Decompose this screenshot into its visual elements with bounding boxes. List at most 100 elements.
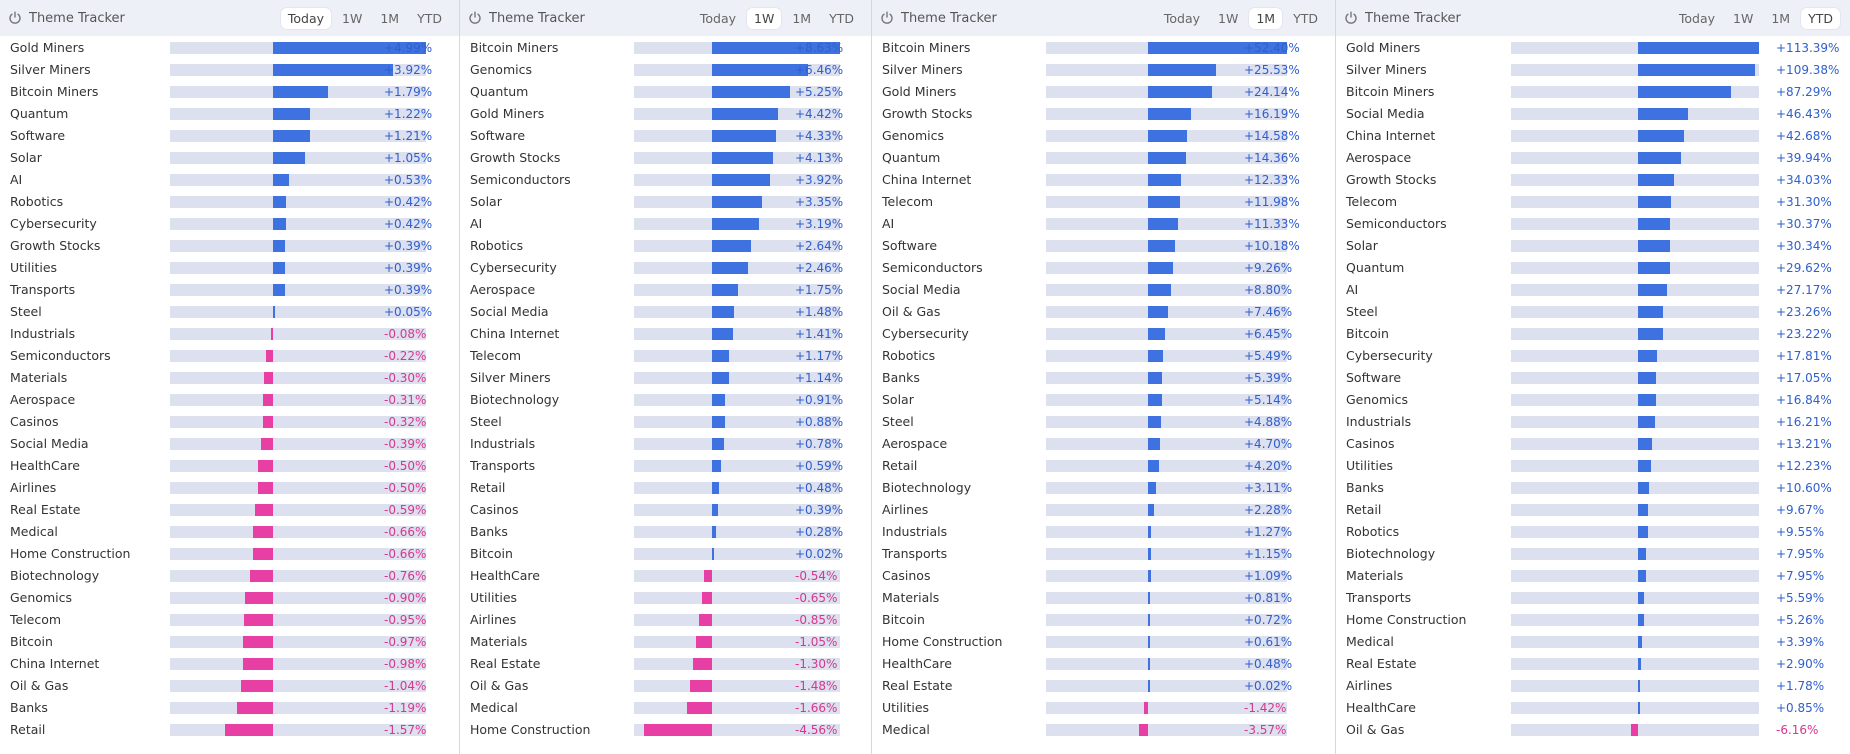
theme-row[interactable]: Airlines -0.85% bbox=[460, 609, 871, 631]
theme-row[interactable]: Semiconductors +9.26% bbox=[872, 257, 1335, 279]
theme-row[interactable]: Steel +23.26% bbox=[1336, 301, 1850, 323]
theme-row[interactable]: Industrials -0.08% bbox=[0, 323, 459, 345]
tab-today[interactable]: Today bbox=[1678, 10, 1716, 26]
theme-row[interactable]: Steel +0.05% bbox=[0, 301, 459, 323]
theme-row[interactable]: Growth Stocks +4.13% bbox=[460, 147, 871, 169]
theme-row[interactable]: Bitcoin Miners +1.79% bbox=[0, 81, 459, 103]
tab-1m[interactable]: 1M bbox=[1249, 7, 1283, 29]
theme-row[interactable]: Oil & Gas -6.16% bbox=[1336, 719, 1850, 741]
theme-row[interactable]: Robotics +2.64% bbox=[460, 235, 871, 257]
theme-row[interactable]: Robotics +0.42% bbox=[0, 191, 459, 213]
tab-1w[interactable]: 1W bbox=[747, 7, 782, 29]
theme-row[interactable]: Semiconductors +30.37% bbox=[1336, 213, 1850, 235]
theme-row[interactable]: Utilities -0.65% bbox=[460, 587, 871, 609]
theme-row[interactable]: Quantum +1.22% bbox=[0, 103, 459, 125]
theme-row[interactable]: Transports +5.59% bbox=[1336, 587, 1850, 609]
theme-row[interactable]: Materials +7.95% bbox=[1336, 565, 1850, 587]
theme-row[interactable]: AI +11.33% bbox=[872, 213, 1335, 235]
theme-row[interactable]: Telecom -0.95% bbox=[0, 609, 459, 631]
theme-row[interactable]: Retail +4.20% bbox=[872, 455, 1335, 477]
theme-row[interactable]: AI +3.19% bbox=[460, 213, 871, 235]
theme-row[interactable]: Cybersecurity +0.42% bbox=[0, 213, 459, 235]
theme-row[interactable]: Robotics +5.49% bbox=[872, 345, 1335, 367]
tab-ytd[interactable]: YTD bbox=[417, 10, 442, 26]
theme-row[interactable]: Genomics +6.46% bbox=[460, 59, 871, 81]
theme-row[interactable]: Utilities +0.39% bbox=[0, 257, 459, 279]
theme-row[interactable]: Steel +4.88% bbox=[872, 411, 1335, 433]
theme-row[interactable]: Genomics +16.84% bbox=[1336, 389, 1850, 411]
theme-row[interactable]: Industrials +0.78% bbox=[460, 433, 871, 455]
theme-row[interactable]: Bitcoin +23.22% bbox=[1336, 323, 1850, 345]
theme-row[interactable]: Aerospace +1.75% bbox=[460, 279, 871, 301]
theme-row[interactable]: Steel +0.88% bbox=[460, 411, 871, 433]
theme-row[interactable]: Biotechnology +0.91% bbox=[460, 389, 871, 411]
theme-row[interactable]: Bitcoin +0.72% bbox=[872, 609, 1335, 631]
theme-row[interactable]: Real Estate +2.90% bbox=[1336, 653, 1850, 675]
theme-row[interactable]: Solar +3.35% bbox=[460, 191, 871, 213]
tab-1m[interactable]: 1M bbox=[1771, 10, 1791, 26]
theme-row[interactable]: AI +0.53% bbox=[0, 169, 459, 191]
theme-row[interactable]: HealthCare -0.54% bbox=[460, 565, 871, 587]
theme-row[interactable]: Solar +5.14% bbox=[872, 389, 1335, 411]
theme-row[interactable]: Home Construction -4.56% bbox=[460, 719, 871, 741]
theme-row[interactable]: Cybersecurity +2.46% bbox=[460, 257, 871, 279]
theme-row[interactable]: Silver Miners +1.14% bbox=[460, 367, 871, 389]
theme-row[interactable]: Home Construction +0.61% bbox=[872, 631, 1335, 653]
theme-row[interactable]: Cybersecurity +17.81% bbox=[1336, 345, 1850, 367]
tab-ytd[interactable]: YTD bbox=[829, 10, 854, 26]
theme-row[interactable]: Airlines +2.28% bbox=[872, 499, 1335, 521]
theme-row[interactable]: Quantum +29.62% bbox=[1336, 257, 1850, 279]
theme-row[interactable]: Casinos -0.32% bbox=[0, 411, 459, 433]
theme-row[interactable]: Oil & Gas +7.46% bbox=[872, 301, 1335, 323]
theme-row[interactable]: HealthCare +0.48% bbox=[872, 653, 1335, 675]
tab-1w[interactable]: 1W bbox=[342, 10, 363, 26]
theme-row[interactable]: Utilities +12.23% bbox=[1336, 455, 1850, 477]
theme-row[interactable]: Telecom +1.17% bbox=[460, 345, 871, 367]
theme-row[interactable]: Biotechnology -0.76% bbox=[0, 565, 459, 587]
theme-row[interactable]: Robotics +9.55% bbox=[1336, 521, 1850, 543]
theme-row[interactable]: Software +10.18% bbox=[872, 235, 1335, 257]
theme-row[interactable]: Medical -3.57% bbox=[872, 719, 1335, 741]
theme-row[interactable]: Medical +3.39% bbox=[1336, 631, 1850, 653]
theme-row[interactable]: Real Estate -0.59% bbox=[0, 499, 459, 521]
theme-row[interactable]: Banks +0.28% bbox=[460, 521, 871, 543]
theme-row[interactable]: Industrials +1.27% bbox=[872, 521, 1335, 543]
theme-row[interactable]: Gold Miners +4.99% bbox=[0, 37, 459, 59]
theme-row[interactable]: Aerospace -0.31% bbox=[0, 389, 459, 411]
theme-row[interactable]: Solar +30.34% bbox=[1336, 235, 1850, 257]
theme-row[interactable]: Materials +0.81% bbox=[872, 587, 1335, 609]
theme-row[interactable]: Genomics +14.58% bbox=[872, 125, 1335, 147]
theme-row[interactable]: HealthCare -0.50% bbox=[0, 455, 459, 477]
theme-row[interactable]: Bitcoin Miners +87.29% bbox=[1336, 81, 1850, 103]
theme-row[interactable]: Transports +0.59% bbox=[460, 455, 871, 477]
tab-1m[interactable]: 1M bbox=[380, 10, 400, 26]
theme-row[interactable]: Banks -1.19% bbox=[0, 697, 459, 719]
theme-row[interactable]: HealthCare +0.85% bbox=[1336, 697, 1850, 719]
theme-row[interactable]: Airlines -0.50% bbox=[0, 477, 459, 499]
theme-row[interactable]: Medical -0.66% bbox=[0, 521, 459, 543]
theme-row[interactable]: Home Construction +5.26% bbox=[1336, 609, 1850, 631]
theme-row[interactable]: Quantum +5.25% bbox=[460, 81, 871, 103]
theme-row[interactable]: Bitcoin +0.02% bbox=[460, 543, 871, 565]
theme-row[interactable]: Oil & Gas -1.04% bbox=[0, 675, 459, 697]
tab-today[interactable]: Today bbox=[699, 10, 737, 26]
theme-row[interactable]: Social Media +8.80% bbox=[872, 279, 1335, 301]
theme-row[interactable]: Aerospace +4.70% bbox=[872, 433, 1335, 455]
tab-today[interactable]: Today bbox=[1163, 10, 1201, 26]
theme-row[interactable]: Telecom +11.98% bbox=[872, 191, 1335, 213]
theme-row[interactable]: Casinos +13.21% bbox=[1336, 433, 1850, 455]
theme-row[interactable]: Bitcoin Miners +8.63% bbox=[460, 37, 871, 59]
theme-row[interactable]: Social Media +1.48% bbox=[460, 301, 871, 323]
theme-row[interactable]: Growth Stocks +34.03% bbox=[1336, 169, 1850, 191]
theme-row[interactable]: Biotechnology +3.11% bbox=[872, 477, 1335, 499]
theme-row[interactable]: China Internet -0.98% bbox=[0, 653, 459, 675]
theme-row[interactable]: Real Estate +0.02% bbox=[872, 675, 1335, 697]
theme-row[interactable]: Airlines +1.78% bbox=[1336, 675, 1850, 697]
theme-row[interactable]: Biotechnology +7.95% bbox=[1336, 543, 1850, 565]
theme-row[interactable]: Silver Miners +25.53% bbox=[872, 59, 1335, 81]
tab-ytd[interactable]: YTD bbox=[1801, 7, 1840, 29]
tab-1w[interactable]: 1W bbox=[1218, 10, 1239, 26]
theme-row[interactable]: China Internet +1.41% bbox=[460, 323, 871, 345]
theme-row[interactable]: Real Estate -1.30% bbox=[460, 653, 871, 675]
theme-row[interactable]: China Internet +42.68% bbox=[1336, 125, 1850, 147]
